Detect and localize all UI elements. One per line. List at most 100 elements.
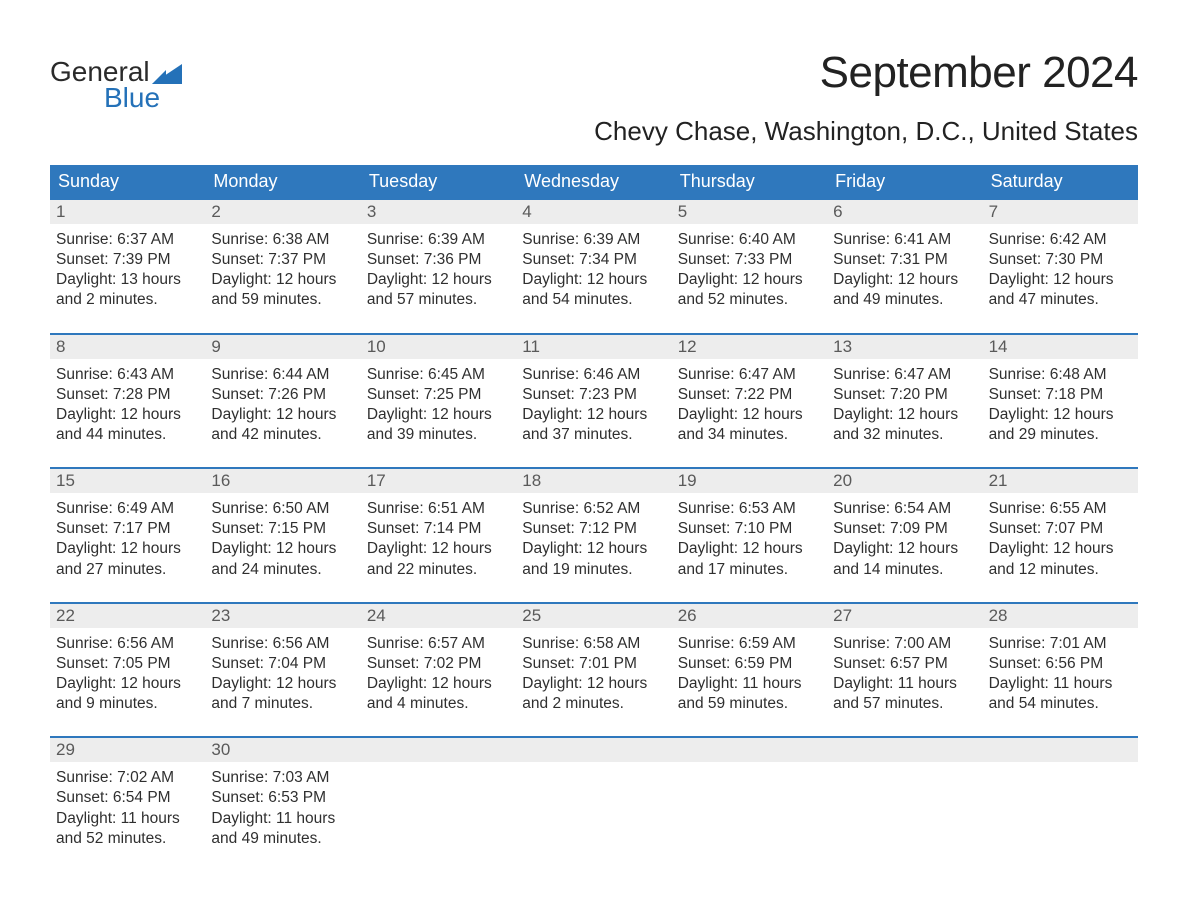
day-number: 14 <box>983 335 1138 359</box>
sunset-text: Sunset: 7:37 PM <box>211 250 354 270</box>
day-body: Sunrise: 6:45 AMSunset: 7:25 PMDaylight:… <box>361 359 516 446</box>
sunrise-text: Sunrise: 6:47 AM <box>833 365 976 385</box>
daylight-2-text: and 32 minutes. <box>833 425 976 445</box>
day-body: Sunrise: 6:42 AMSunset: 7:30 PMDaylight:… <box>983 224 1138 311</box>
sunset-text: Sunset: 7:02 PM <box>367 654 510 674</box>
day-cell: 2Sunrise: 6:38 AMSunset: 7:37 PMDaylight… <box>205 200 360 311</box>
day-body: Sunrise: 6:44 AMSunset: 7:26 PMDaylight:… <box>205 359 360 446</box>
day-cell: 27Sunrise: 7:00 AMSunset: 6:57 PMDayligh… <box>827 604 982 715</box>
sunset-text: Sunset: 7:22 PM <box>678 385 821 405</box>
day-number: 30 <box>205 738 360 762</box>
sunset-text: Sunset: 7:23 PM <box>522 385 665 405</box>
sunrise-text: Sunrise: 7:00 AM <box>833 634 976 654</box>
sunrise-text: Sunrise: 6:45 AM <box>367 365 510 385</box>
daylight-1-text: Daylight: 12 hours <box>367 539 510 559</box>
day-number: 8 <box>50 335 205 359</box>
day-number: 16 <box>205 469 360 493</box>
sunrise-text: Sunrise: 6:40 AM <box>678 230 821 250</box>
sunrise-text: Sunrise: 6:52 AM <box>522 499 665 519</box>
sunrise-text: Sunrise: 6:50 AM <box>211 499 354 519</box>
day-cell: 1Sunrise: 6:37 AMSunset: 7:39 PMDaylight… <box>50 200 205 311</box>
sunset-text: Sunset: 7:15 PM <box>211 519 354 539</box>
daylight-1-text: Daylight: 11 hours <box>211 809 354 829</box>
day-cell: 3Sunrise: 6:39 AMSunset: 7:36 PMDaylight… <box>361 200 516 311</box>
daylight-1-text: Daylight: 12 hours <box>522 539 665 559</box>
day-body: Sunrise: 6:50 AMSunset: 7:15 PMDaylight:… <box>205 493 360 580</box>
daylight-2-text: and 19 minutes. <box>522 560 665 580</box>
day-number-bar <box>983 738 1138 762</box>
day-number: 29 <box>50 738 205 762</box>
weekday-header: Saturday <box>983 165 1138 198</box>
sunrise-text: Sunrise: 6:47 AM <box>678 365 821 385</box>
daylight-1-text: Daylight: 12 hours <box>522 674 665 694</box>
daylight-2-text: and 37 minutes. <box>522 425 665 445</box>
day-cell: 12Sunrise: 6:47 AMSunset: 7:22 PMDayligh… <box>672 335 827 446</box>
day-number: 25 <box>516 604 671 628</box>
daylight-2-text: and 2 minutes. <box>522 694 665 714</box>
daylight-1-text: Daylight: 12 hours <box>833 539 976 559</box>
daylight-2-text: and 59 minutes. <box>678 694 821 714</box>
sunrise-text: Sunrise: 6:54 AM <box>833 499 976 519</box>
day-body: Sunrise: 6:56 AMSunset: 7:05 PMDaylight:… <box>50 628 205 715</box>
daylight-2-text: and 39 minutes. <box>367 425 510 445</box>
sunset-text: Sunset: 7:04 PM <box>211 654 354 674</box>
sunset-text: Sunset: 7:25 PM <box>367 385 510 405</box>
daylight-1-text: Daylight: 12 hours <box>367 270 510 290</box>
day-body: Sunrise: 6:59 AMSunset: 6:59 PMDaylight:… <box>672 628 827 715</box>
week-row: 1Sunrise: 6:37 AMSunset: 7:39 PMDaylight… <box>50 198 1138 333</box>
day-cell: 4Sunrise: 6:39 AMSunset: 7:34 PMDaylight… <box>516 200 671 311</box>
day-number: 6 <box>827 200 982 224</box>
sunrise-text: Sunrise: 6:49 AM <box>56 499 199 519</box>
daylight-2-text: and 14 minutes. <box>833 560 976 580</box>
daylight-2-text: and 44 minutes. <box>56 425 199 445</box>
weekday-header-row: SundayMondayTuesdayWednesdayThursdayFrid… <box>50 165 1138 198</box>
day-cell: 11Sunrise: 6:46 AMSunset: 7:23 PMDayligh… <box>516 335 671 446</box>
daylight-1-text: Daylight: 12 hours <box>211 539 354 559</box>
sunrise-text: Sunrise: 6:43 AM <box>56 365 199 385</box>
sunset-text: Sunset: 7:33 PM <box>678 250 821 270</box>
day-cell: 15Sunrise: 6:49 AMSunset: 7:17 PMDayligh… <box>50 469 205 580</box>
header-row: General Blue September 2024 Chevy Chase,… <box>50 48 1138 147</box>
sunset-text: Sunset: 7:07 PM <box>989 519 1132 539</box>
logo: General Blue <box>50 58 182 112</box>
daylight-1-text: Daylight: 13 hours <box>56 270 199 290</box>
daylight-1-text: Daylight: 12 hours <box>56 674 199 694</box>
day-number: 18 <box>516 469 671 493</box>
sunrise-text: Sunrise: 6:41 AM <box>833 230 976 250</box>
day-number: 3 <box>361 200 516 224</box>
daylight-2-text: and 59 minutes. <box>211 290 354 310</box>
sunrise-text: Sunrise: 6:37 AM <box>56 230 199 250</box>
daylight-1-text: Daylight: 12 hours <box>989 539 1132 559</box>
title-block: September 2024 Chevy Chase, Washington, … <box>594 48 1138 147</box>
day-body: Sunrise: 6:58 AMSunset: 7:01 PMDaylight:… <box>516 628 671 715</box>
sunrise-text: Sunrise: 6:57 AM <box>367 634 510 654</box>
day-body: Sunrise: 6:39 AMSunset: 7:36 PMDaylight:… <box>361 224 516 311</box>
empty-day-cell <box>672 738 827 849</box>
empty-day-cell <box>516 738 671 849</box>
daylight-2-text: and 54 minutes. <box>522 290 665 310</box>
week-row: 22Sunrise: 6:56 AMSunset: 7:05 PMDayligh… <box>50 602 1138 737</box>
sunrise-text: Sunrise: 6:42 AM <box>989 230 1132 250</box>
daylight-1-text: Daylight: 12 hours <box>678 270 821 290</box>
daylight-1-text: Daylight: 12 hours <box>211 270 354 290</box>
week-row: 29Sunrise: 7:02 AMSunset: 6:54 PMDayligh… <box>50 736 1138 871</box>
day-number: 2 <box>205 200 360 224</box>
sunrise-text: Sunrise: 6:56 AM <box>211 634 354 654</box>
day-number-bar <box>827 738 982 762</box>
day-body: Sunrise: 6:52 AMSunset: 7:12 PMDaylight:… <box>516 493 671 580</box>
day-cell: 29Sunrise: 7:02 AMSunset: 6:54 PMDayligh… <box>50 738 205 849</box>
day-number: 1 <box>50 200 205 224</box>
day-body: Sunrise: 6:41 AMSunset: 7:31 PMDaylight:… <box>827 224 982 311</box>
daylight-1-text: Daylight: 11 hours <box>833 674 976 694</box>
day-cell: 19Sunrise: 6:53 AMSunset: 7:10 PMDayligh… <box>672 469 827 580</box>
day-number-bar <box>672 738 827 762</box>
daylight-2-text: and 2 minutes. <box>56 290 199 310</box>
sunset-text: Sunset: 7:01 PM <box>522 654 665 674</box>
day-cell: 5Sunrise: 6:40 AMSunset: 7:33 PMDaylight… <box>672 200 827 311</box>
sunset-text: Sunset: 7:05 PM <box>56 654 199 674</box>
day-number-bar <box>516 738 671 762</box>
weekday-header: Wednesday <box>516 165 671 198</box>
daylight-1-text: Daylight: 12 hours <box>522 405 665 425</box>
day-number: 27 <box>827 604 982 628</box>
day-body: Sunrise: 6:55 AMSunset: 7:07 PMDaylight:… <box>983 493 1138 580</box>
